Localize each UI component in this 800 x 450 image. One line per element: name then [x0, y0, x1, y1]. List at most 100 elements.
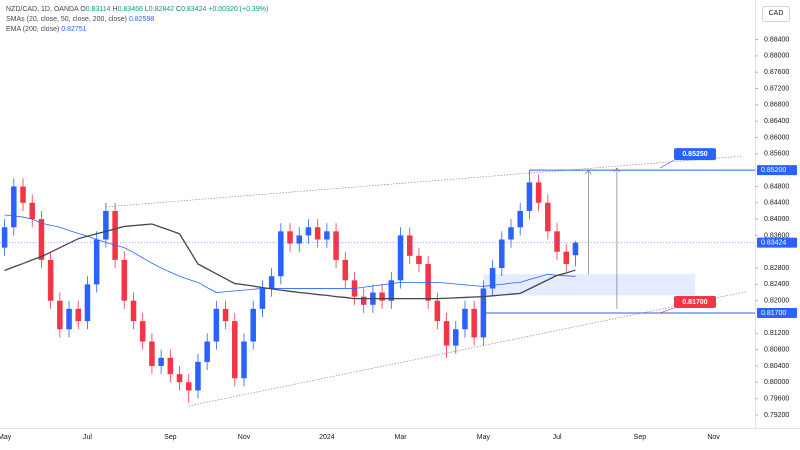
candle-body: [554, 231, 560, 252]
ohlc-value: 0.82842: [148, 6, 175, 13]
candle-body: [195, 361, 201, 391]
candle-body: [517, 210, 523, 228]
candle-body: [11, 186, 17, 228]
candle-body: [453, 329, 459, 346]
candle-body: [416, 255, 422, 264]
candle-body: [342, 259, 349, 281]
indicator-name: SMAs (20, close, 50, close, 200, close): [6, 16, 127, 23]
candle-body: [406, 235, 413, 256]
symbol: NZD/CAD, 1D, OANDA: [6, 6, 79, 13]
candle-body: [379, 292, 385, 301]
legend-row: SMAs (20, close, 50, close, 200, close) …: [6, 15, 268, 25]
candle-body: [250, 308, 256, 342]
change: +0.00320 (+0.39%): [208, 6, 269, 13]
target-leader: [659, 307, 675, 314]
candle-body: [38, 219, 45, 260]
level-label: 0.81700: [761, 310, 786, 317]
candle-body: [66, 308, 72, 330]
y-tick-label: 0.79200: [764, 412, 789, 419]
zone: [483, 274, 696, 296]
ohlc-letter: O: [80, 6, 86, 13]
candle-body: [204, 341, 210, 362]
candle-body: [443, 321, 450, 346]
x-tick-label: Nov: [707, 434, 720, 441]
x-tick-label: May: [0, 434, 12, 441]
candle-body: [499, 239, 505, 269]
x-tick-label: Nov: [238, 434, 251, 441]
y-tick-label: 0.82800: [764, 265, 789, 272]
candle-body: [305, 227, 312, 236]
y-tick-label: 0.82400: [764, 281, 789, 288]
candle-body: [112, 210, 118, 260]
candle-body: [29, 202, 35, 220]
indicator-value: 0.82751: [61, 26, 87, 33]
candle-body: [121, 259, 128, 301]
candle-body: [296, 235, 302, 244]
target-box: [674, 295, 716, 308]
candle-body: [526, 182, 533, 211]
candle-body: [572, 242, 579, 256]
candle-body: [213, 308, 220, 342]
candle-body: [176, 374, 183, 383]
target-leader: [659, 159, 675, 169]
target-box: [674, 148, 716, 161]
candle-body: [57, 300, 63, 330]
x-tick-label: Jul: [83, 434, 92, 441]
y-tick-label: 0.86000: [764, 134, 789, 141]
y-tick-label: 0.84000: [764, 216, 789, 223]
candle-body: [93, 239, 100, 285]
candle-body: [278, 231, 284, 277]
ohlc-letter: L: [144, 6, 149, 13]
candle-body: [508, 227, 514, 240]
x-tick-label: May: [477, 434, 491, 441]
legend-row: EMA (200, close) 0.82751: [6, 25, 268, 35]
y-tick-label: 0.80400: [764, 363, 789, 370]
candle-body: [158, 357, 164, 366]
target-label: 0.85250: [682, 151, 707, 158]
candle-body: [139, 321, 146, 342]
plot: 0.79200 0.79600 0.80000 0.80400 0.80800 0.812…: [0, 36, 797, 441]
y-tick-label: 0.82000: [764, 298, 789, 305]
candle-body: [462, 308, 468, 330]
candle-body: [268, 276, 275, 289]
candle-body: [130, 300, 137, 322]
currency-button[interactable]: CAD: [762, 6, 790, 22]
price-box: [757, 237, 797, 248]
x-tick-label: Sep: [634, 434, 647, 441]
y-tick-label: 0.86400: [764, 118, 789, 125]
level-label: 0.85200: [761, 167, 786, 174]
y-tick-label: 0.85600: [764, 151, 789, 158]
ohlc-letter: C: [176, 6, 182, 13]
arrow-head: [613, 167, 621, 173]
x-tick-label: Jul: [553, 434, 562, 441]
candle-body: [232, 321, 238, 379]
y-tick-label: 0.86800: [764, 102, 789, 109]
x-tick-label: 2024: [319, 434, 335, 441]
candle-body: [167, 357, 174, 375]
y-tick-label: 0.87600: [764, 69, 789, 76]
candle-body: [75, 308, 82, 322]
candle-body: [84, 284, 91, 322]
candle-body: [324, 231, 330, 240]
candle-body: [489, 268, 496, 289]
y-tick-label: 0.84400: [764, 200, 789, 207]
legend: NZD/CAD, 1D, OANDA O0.83114 H0.83466 L0.…: [6, 5, 268, 35]
level-box: [757, 165, 797, 176]
x-tick-label: Mar: [394, 434, 407, 441]
candle-body: [314, 227, 321, 240]
candle-body: [1, 227, 8, 248]
y-tick-label: 0.80000: [764, 379, 789, 386]
candle-body: [563, 251, 570, 264]
candle-body: [397, 235, 404, 281]
indicator-name: EMA (200, close): [6, 26, 60, 33]
target-label: 0.81700: [682, 299, 707, 306]
legend-row: NZD/CAD, 1D, OANDA O0.83114 H0.83466 L0.…: [6, 5, 268, 15]
candle-body: [103, 210, 109, 240]
candle-body: [259, 288, 266, 309]
candle-body: [241, 341, 247, 379]
y-tick-label: 0.79600: [764, 395, 789, 402]
y-tick-label: 0.88000: [764, 53, 789, 60]
ohlc-value: 0.83114: [85, 6, 111, 13]
x-tick-label: Sep: [164, 434, 177, 441]
